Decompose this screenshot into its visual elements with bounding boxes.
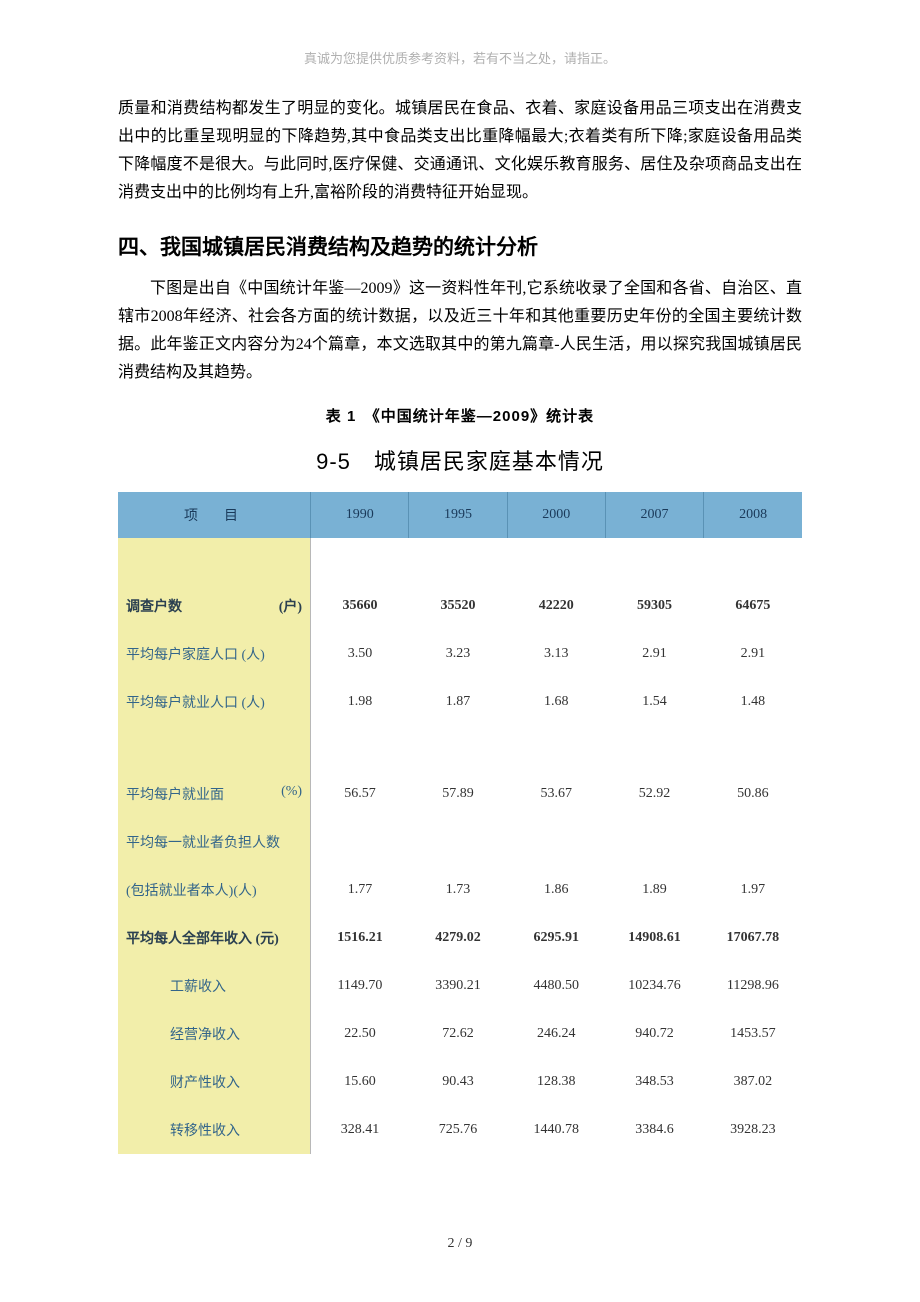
data-cell: 35660 [311, 582, 409, 630]
data-cell: 57.89 [409, 770, 507, 818]
page-content: 质量和消费结构都发生了明显的变化。城镇居民在食品、衣着、家庭设备用品三项支出在消… [0, 95, 920, 1154]
statistics-table: 项 目 1990 1995 2000 2007 2008 调查户数(户)3566… [118, 492, 802, 1154]
data-cell: 1440.78 [507, 1106, 605, 1154]
row-label-cell: 财产性收入 [118, 1058, 311, 1106]
row-label-cell: 转移性收入 [118, 1106, 311, 1154]
data-cell: 4279.02 [409, 914, 507, 962]
row-label-cell: 经营净收入 [118, 1010, 311, 1058]
data-cell: 725.76 [409, 1106, 507, 1154]
data-cell: 59305 [605, 582, 703, 630]
data-cell: 1.77 [311, 866, 409, 914]
data-cell: 1.54 [605, 678, 703, 726]
header-year-cell: 1990 [311, 492, 409, 538]
data-cell: 14908.61 [605, 914, 703, 962]
section-heading: 四、我国城镇居民消费结构及趋势的统计分析 [118, 231, 802, 261]
table-row: 平均每户就业人口 (人)1.981.871.681.541.48 [118, 678, 802, 726]
data-cell: 6295.91 [507, 914, 605, 962]
table-row: 平均每人全部年收入 (元)1516.214279.026295.9114908.… [118, 914, 802, 962]
table-title: 9-5 城镇居民家庭基本情况 [118, 444, 802, 476]
data-cell: 387.02 [704, 1058, 802, 1106]
data-cell: 246.24 [507, 1010, 605, 1058]
data-cell: 3.50 [311, 630, 409, 678]
row-label-cell: 工薪收入 [118, 962, 311, 1010]
data-cell: 22.50 [311, 1010, 409, 1058]
data-cell [704, 818, 802, 866]
data-cell: 72.62 [409, 1010, 507, 1058]
table-row: 转移性收入328.41725.761440.783384.63928.23 [118, 1106, 802, 1154]
data-cell: 1.89 [605, 866, 703, 914]
data-cell [507, 818, 605, 866]
data-cell [311, 818, 409, 866]
data-cell: 1.48 [704, 678, 802, 726]
data-cell: 128.38 [507, 1058, 605, 1106]
table-row: 平均每一就业者负担人数 [118, 818, 802, 866]
header-year-cell: 1995 [409, 492, 507, 538]
data-cell: 17067.78 [704, 914, 802, 962]
table-row: 平均每户家庭人口 (人)3.503.233.132.912.91 [118, 630, 802, 678]
table-header-row: 项 目 1990 1995 2000 2007 2008 [118, 492, 802, 538]
data-cell: 4480.50 [507, 962, 605, 1010]
row-label-cell: 平均每一就业者负担人数 [118, 818, 311, 866]
data-cell: 328.41 [311, 1106, 409, 1154]
data-cell: 1.86 [507, 866, 605, 914]
data-cell: 10234.76 [605, 962, 703, 1010]
row-label-cell: 调查户数(户) [118, 582, 311, 630]
data-cell: 1.98 [311, 678, 409, 726]
data-cell: 52.92 [605, 770, 703, 818]
data-cell: 2.91 [605, 630, 703, 678]
header-year-cell: 2008 [704, 492, 802, 538]
row-label-cell: 平均每户就业面(%) [118, 770, 311, 818]
body-paragraph: 质量和消费结构都发生了明显的变化。城镇居民在食品、衣着、家庭设备用品三项支出在消… [118, 95, 802, 207]
data-cell: 1149.70 [311, 962, 409, 1010]
table-row: 财产性收入15.6090.43128.38348.53387.02 [118, 1058, 802, 1106]
data-cell: 1516.21 [311, 914, 409, 962]
table-caption: 表 1 《中国统计年鉴—2009》统计表 [118, 405, 802, 426]
row-label-cell: 平均每人全部年收入 (元) [118, 914, 311, 962]
data-cell: 42220 [507, 582, 605, 630]
table-row: (包括就业者本人)(人)1.771.731.861.891.97 [118, 866, 802, 914]
table-row: 平均每户就业面(%)56.5757.8953.6752.9250.86 [118, 770, 802, 818]
row-label-cell: 平均每户家庭人口 (人) [118, 630, 311, 678]
row-label-cell: 平均每户就业人口 (人) [118, 678, 311, 726]
data-cell: 90.43 [409, 1058, 507, 1106]
data-cell [605, 818, 703, 866]
header-label-cell: 项 目 [118, 492, 311, 538]
data-cell: 11298.96 [704, 962, 802, 1010]
table-row: 工薪收入1149.703390.214480.5010234.7611298.9… [118, 962, 802, 1010]
data-cell: 1.73 [409, 866, 507, 914]
data-cell: 2.91 [704, 630, 802, 678]
data-cell: 3384.6 [605, 1106, 703, 1154]
data-cell: 1.97 [704, 866, 802, 914]
data-cell: 1453.57 [704, 1010, 802, 1058]
header-year-cell: 2000 [507, 492, 605, 538]
data-cell: 35520 [409, 582, 507, 630]
table-spacer-row [118, 538, 802, 582]
data-cell: 53.67 [507, 770, 605, 818]
page-header-note: 真诚为您提供优质参考资料，若有不当之处，请指正。 [0, 0, 920, 95]
data-cell: 3.23 [409, 630, 507, 678]
data-cell: 940.72 [605, 1010, 703, 1058]
page-footer: 2 / 9 [0, 1236, 920, 1252]
row-label-cell: (包括就业者本人)(人) [118, 866, 311, 914]
table-spacer-row [118, 726, 802, 770]
data-cell: 64675 [704, 582, 802, 630]
data-cell: 56.57 [311, 770, 409, 818]
data-cell: 15.60 [311, 1058, 409, 1106]
data-cell: 3928.23 [704, 1106, 802, 1154]
table-row: 经营净收入22.5072.62246.24940.721453.57 [118, 1010, 802, 1058]
data-cell: 50.86 [704, 770, 802, 818]
header-year-cell: 2007 [605, 492, 703, 538]
data-cell: 348.53 [605, 1058, 703, 1106]
data-cell: 3390.21 [409, 962, 507, 1010]
data-cell: 3.13 [507, 630, 605, 678]
intro-paragraph: 下图是出自《中国统计年鉴—2009》这一资料性年刊,它系统收录了全国和各省、自治… [118, 275, 802, 387]
data-cell [409, 818, 507, 866]
table-row: 调查户数(户)3566035520422205930564675 [118, 582, 802, 630]
data-cell: 1.68 [507, 678, 605, 726]
data-cell: 1.87 [409, 678, 507, 726]
